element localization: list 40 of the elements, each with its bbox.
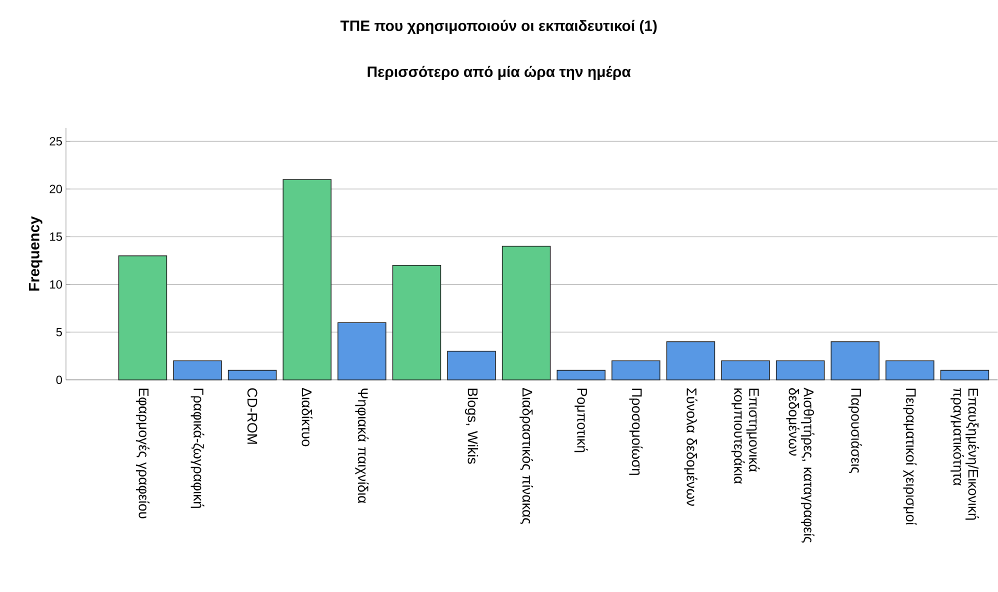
- x-tick-label: Ρομποτική: [574, 388, 588, 452]
- x-tick-label: Σύνολα δεδομένων: [684, 388, 698, 506]
- bar: [447, 350, 496, 380]
- chart-title: ΤΠΕ που χρησιμοποιούν οι εκπαιδευτικοί (1): [340, 20, 657, 34]
- y-tick-label: 10: [50, 280, 62, 289]
- x-tick-label: Γραφικά-ζωγραφική: [190, 388, 204, 508]
- x-tick-label: Ψηφιακά παιχνίδια: [355, 388, 369, 504]
- bar: [118, 256, 168, 380]
- bar: [776, 360, 825, 380]
- y-tick-label: 20: [50, 184, 62, 194]
- x-tick-label: Διαδραστικός πίνακας: [520, 388, 534, 524]
- bar: [612, 360, 660, 380]
- x-tick-label: Πειραματικοί χειρισμοί: [903, 388, 917, 526]
- x-tick-label: Επαυξημένη/Εικονική πραγματικότητα: [950, 388, 979, 520]
- bar: [666, 341, 716, 380]
- bar: [721, 360, 770, 380]
- x-tick-label: Εφαρμογές γραφείου: [136, 388, 150, 518]
- y-tick-label: 5: [56, 328, 62, 336]
- bar: [502, 246, 551, 380]
- x-tick-label: Αισθητήρες, καταγραφείς δεδομένων: [786, 388, 814, 543]
- y-tick-label: 25: [50, 137, 62, 146]
- chart-subtitle: Περισσότερο από μία ώρα την ημέρα: [368, 66, 631, 80]
- x-tick-label: Επιστημονικά κομπιουτεράκια: [731, 388, 760, 484]
- bar: [940, 370, 990, 380]
- bar: [173, 360, 222, 380]
- x-tick-label: CD-ROM: [247, 388, 258, 444]
- bar: [282, 179, 332, 380]
- bar: [392, 265, 442, 380]
- bar: [830, 341, 880, 380]
- y-axis-title: Frequency: [28, 216, 42, 291]
- x-tick-label: Παρουσιάσεις: [848, 388, 862, 474]
- x-tick-label: Διαδίκτυο: [302, 388, 312, 446]
- bar: [228, 370, 277, 380]
- x-tick-label: Προσομοίωση: [629, 388, 643, 476]
- bar: [556, 370, 606, 380]
- bar: [886, 360, 934, 380]
- y-tick-label: 15: [50, 232, 62, 241]
- x-tick-label: Blogs, Wikis: [465, 388, 478, 464]
- y-tick-label: 0: [56, 376, 62, 384]
- bar: [338, 322, 386, 380]
